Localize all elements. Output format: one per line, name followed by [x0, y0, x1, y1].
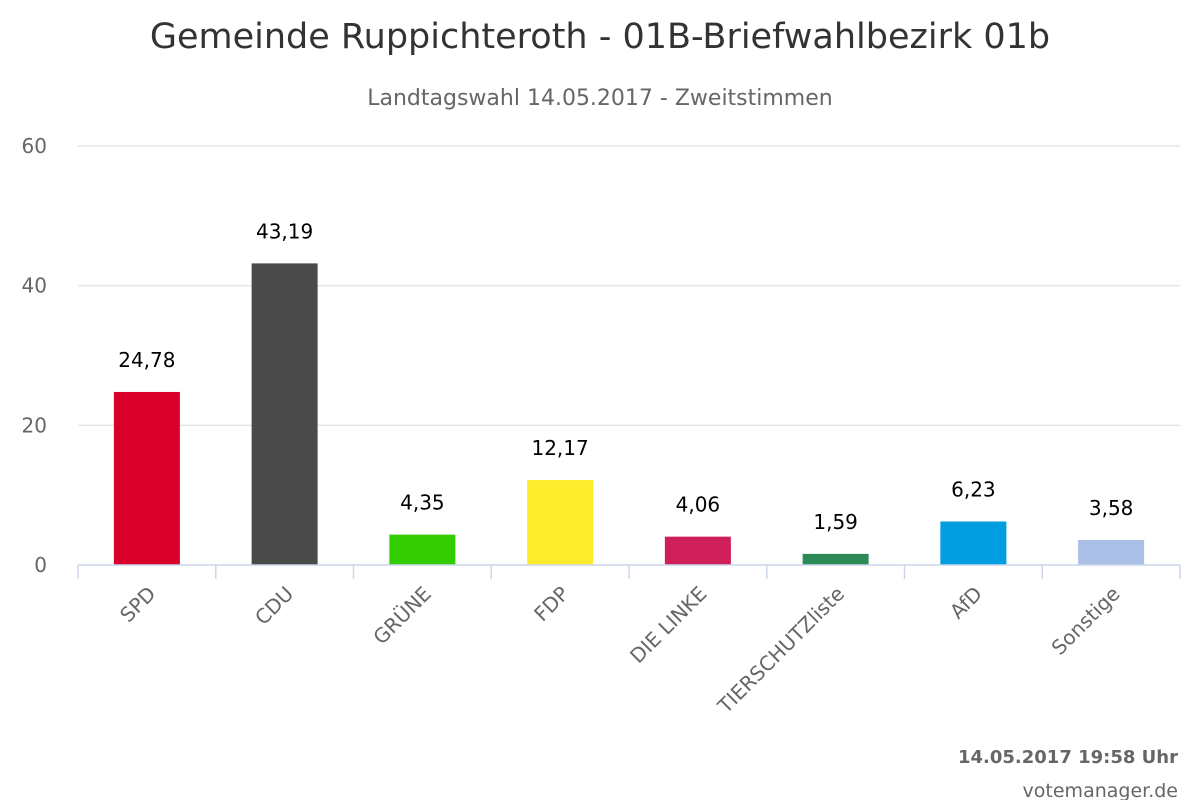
chart-subtitle: Landtagswahl 14.05.2017 - Zweitstimmen [367, 86, 832, 111]
y-axis: 0 20 40 60 [22, 134, 47, 577]
data-label: 24,78 [118, 348, 175, 372]
data-label: 4,06 [676, 493, 721, 517]
timestamp: 14.05.2017 19:58 Uhr [958, 747, 1178, 768]
bar-spd[interactable] [113, 391, 180, 565]
y-tick-label: 40 [22, 274, 47, 298]
x-axis: SPD CDU GRÜNE FDP DIE LINKE TIERSCHUTZliste Af… [77, 564, 1181, 719]
bar-die-linke[interactable] [664, 536, 731, 565]
x-tick-label: GRÜNE [368, 582, 436, 650]
data-label: 6,23 [951, 477, 996, 501]
credit-link[interactable]: votemanager.de [1023, 780, 1178, 800]
chart-title: Gemeinde Ruppichteroth - 01B-Briefwahlbe… [150, 17, 1050, 57]
bar-sonstige[interactable] [1078, 539, 1145, 565]
x-tick-label: Sonstige [1047, 582, 1125, 660]
y-tick-label: 0 [34, 553, 47, 577]
data-label: 1,59 [813, 510, 858, 534]
data-label: 12,17 [531, 436, 588, 460]
bar-fdp[interactable] [527, 480, 594, 565]
data-label: 3,58 [1089, 496, 1134, 520]
x-tick-label: TIERSCHUTZliste [712, 582, 849, 719]
data-label: 4,35 [400, 491, 445, 515]
bar-cdu[interactable] [251, 263, 318, 565]
x-tick-label: DIE LINKE [625, 582, 711, 668]
gridlines [78, 145, 1180, 427]
x-tick-label: CDU [250, 582, 298, 630]
bar-gr-ne[interactable] [389, 534, 456, 565]
bar-afd[interactable] [940, 521, 1007, 565]
x-tick-label: AfD [945, 582, 987, 624]
data-labels: 24,78 43,19 4,35 12,17 4,06 1,59 6,23 3,58 [118, 219, 1133, 534]
bar-tierschutzliste[interactable] [802, 553, 869, 565]
x-tick-label: SPD [115, 582, 160, 627]
y-tick-label: 60 [22, 134, 47, 158]
bars [113, 263, 1145, 565]
data-label: 43,19 [256, 219, 313, 243]
y-tick-label: 20 [22, 413, 47, 437]
x-tick-label: FDP [529, 582, 574, 627]
